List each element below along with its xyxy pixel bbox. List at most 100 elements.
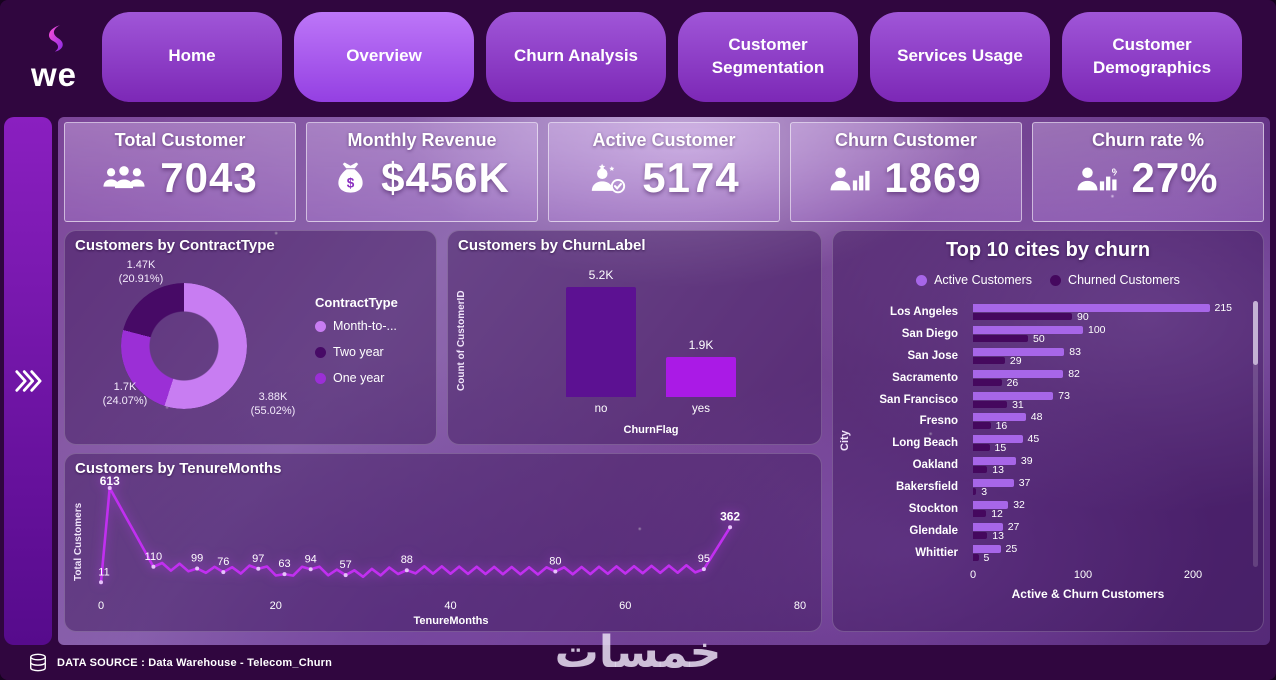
city-row-fresno: Fresno 48 16 (841, 410, 1251, 432)
active-value-label: 82 (1068, 367, 1080, 380)
donut-value: 1.7K (113, 381, 137, 393)
bar-category-label: yes (692, 403, 710, 415)
active-customers-bar[interactable] (973, 435, 1023, 444)
churned-customers-bar[interactable] (973, 334, 1028, 342)
legend-label: Active Customers (934, 273, 1033, 287)
svg-text:362: 362 (720, 509, 740, 523)
legend-label: One year (333, 371, 385, 385)
chart-title: Customers by ChurnLabel (458, 237, 646, 254)
logo-text: we (30, 56, 78, 94)
churned-customers-bar[interactable] (973, 488, 977, 496)
kpi-card-total-customer: Total Customer 7043 (64, 122, 296, 222)
donut-pct: (55.02%) (250, 404, 296, 417)
churn-rate-chart-icon: % (1077, 163, 1117, 194)
legend-dot (315, 372, 326, 384)
cities-legend: Active Customers Churned Customers (833, 273, 1263, 287)
active-customers-bar[interactable] (973, 369, 1064, 378)
tab-churn-analysis[interactable]: Churn Analysis (486, 11, 666, 102)
active-value-label: 73 (1058, 389, 1070, 402)
active-customers-bar[interactable] (973, 347, 1065, 356)
active-customers-bar[interactable] (973, 501, 1009, 510)
tab-customer-demographics[interactable]: Customer Demographics (1062, 11, 1242, 102)
churned-customers-bar[interactable] (973, 422, 991, 430)
active-value-label: 83 (1069, 345, 1081, 358)
scrollbar-track[interactable] (1253, 301, 1258, 567)
active-value-label: 27 (1007, 520, 1020, 533)
churned-customers-bar[interactable] (973, 444, 990, 452)
scrollbar-thumb[interactable] (1253, 301, 1258, 365)
chart-title: Top 10 cites by churn (945, 239, 1151, 261)
svg-text:95: 95 (698, 553, 710, 565)
active-customers-bar[interactable] (973, 413, 1026, 422)
legend-item-two-year[interactable]: Two year (315, 345, 398, 359)
churned-customers-bar[interactable] (973, 531, 988, 539)
active-value-label: 39 (1020, 455, 1033, 468)
churned-value-label: 26 (1006, 376, 1019, 389)
city-label: Los Angeles (890, 305, 958, 318)
database-icon (28, 653, 48, 672)
x-tick: 20 (269, 600, 282, 612)
nav-tabs: Home Overview Churn Analysis Customer Segme… (102, 11, 1242, 102)
active-customers-bar[interactable] (973, 522, 1003, 531)
x-tick: 80 (793, 600, 807, 612)
contract-type-donut[interactable] (121, 283, 247, 409)
legend-item-churned-customers[interactable]: Churned Customers (1050, 273, 1180, 287)
active-value-label: 37 (1018, 477, 1031, 490)
donut-value: 3.88K (258, 391, 288, 403)
tab-overview[interactable]: Overview (294, 11, 474, 102)
donut-label-month-to-month: 3.88K (55.02%) (225, 391, 321, 419)
bar-value-label: 5.2K (588, 268, 614, 282)
city-row-whittier: Whittier 25 5 (841, 542, 1251, 564)
active-customers-bar[interactable] (973, 304, 1210, 312)
active-customers-bar[interactable] (973, 325, 1083, 334)
legend-item-one-year[interactable]: One year (315, 371, 398, 385)
x-tick: 200 (1183, 569, 1203, 581)
churned-customers-bar[interactable] (973, 313, 1072, 320)
tab-customer-segmentation[interactable]: Customer Segmentation (678, 11, 858, 102)
chart-title: Customers by TenureMonths (75, 460, 282, 477)
active-customers-bar[interactable] (973, 479, 1014, 488)
legend-item-month-to[interactable]: Month-to-... (315, 319, 398, 333)
kpi-value: 27% (1131, 154, 1219, 201)
bar-yes[interactable] (666, 357, 736, 397)
kpi-body: $ $456K (334, 154, 510, 202)
x-tick: 0 (969, 569, 977, 581)
money-bag-icon: $ (334, 161, 367, 195)
tenure-line-chart[interactable]: 11 613 110 99 76 97 63 94 57 88 80 95 362 (95, 474, 807, 598)
tenure-months-panel: Customers by TenureMonths Total Customer… (64, 453, 822, 632)
churned-customers-bar[interactable] (973, 400, 1008, 408)
tab-services-usage[interactable]: Services Usage (870, 11, 1050, 102)
churn-label-panel: Customers by ChurnLabel Count of Custome… (447, 230, 822, 445)
kpi-card-monthly-revenue: Monthly Revenue $ $456K (306, 122, 538, 222)
x-axis-label: TenureMonths (413, 615, 489, 627)
kpi-title: Total Customer (114, 130, 246, 150)
x-axis-label: ChurnFlag (623, 424, 679, 436)
svg-text:%: % (1112, 167, 1117, 178)
churned-customers-bar[interactable] (973, 356, 1005, 364)
churned-value-label: 50 (1033, 332, 1045, 345)
active-customers-bar[interactable] (973, 391, 1054, 400)
churned-customers-bar[interactable] (973, 510, 987, 518)
kpi-value: 1869 (884, 154, 982, 201)
contract-type-panel: Customers by ContractType 1.47K (20.91%)… (64, 230, 437, 445)
kpi-title: Monthly Revenue (347, 130, 497, 150)
active-customers-bar[interactable] (973, 544, 1001, 553)
active-customer-check-icon (588, 163, 628, 194)
legend-title: ContractType (315, 295, 398, 310)
svg-text:99: 99 (191, 552, 203, 564)
kpi-title: Active Customer (592, 130, 736, 150)
double-chevron-right-icon[interactable] (14, 368, 42, 394)
city-label: Bakersfield (895, 481, 958, 494)
active-customers-bar[interactable] (973, 457, 1016, 466)
city-row-san-francisco: San Francisco 73 31 (841, 389, 1251, 411)
bar-no[interactable] (566, 287, 636, 397)
cities-bars: Los Angeles 215 90 San Diego 100 50 San Jose 83… (841, 301, 1251, 564)
legend-item-active-customers[interactable]: Active Customers (916, 273, 1032, 287)
city-row-sacramento: Sacramento 82 26 (841, 367, 1251, 389)
churned-customers-bar[interactable] (973, 378, 1002, 386)
churned-customers-bar[interactable] (973, 466, 988, 474)
city-label: San Francisco (879, 393, 958, 406)
churned-value-label: 3 (981, 486, 988, 499)
tab-home[interactable]: Home (102, 11, 282, 102)
churned-customers-bar[interactable] (973, 553, 979, 561)
